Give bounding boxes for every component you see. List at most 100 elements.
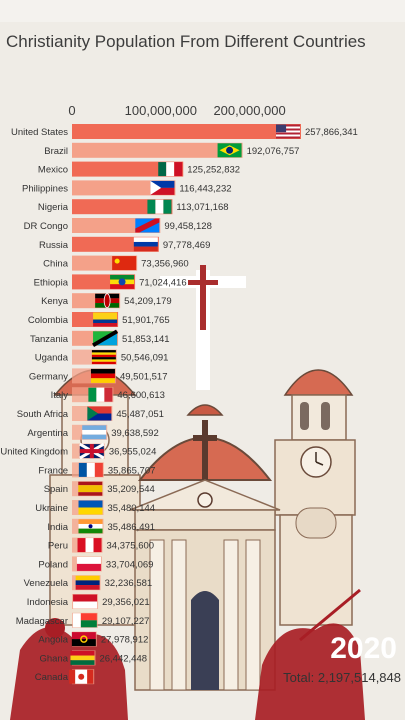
- category-label: South Africa: [17, 409, 69, 420]
- bar: [72, 199, 173, 215]
- bar-row: Nigeria 113,071,168: [38, 199, 229, 215]
- flag-gh-icon: [70, 650, 95, 665]
- bar: [72, 161, 184, 177]
- value-label: 34,375,600: [107, 541, 155, 552]
- value-label: 125,252,832: [187, 165, 240, 176]
- category-label: India: [47, 522, 68, 533]
- value-label: 97,778,469: [163, 240, 211, 251]
- flag-ug-icon: [91, 350, 116, 365]
- flag-mg-icon: [72, 613, 97, 628]
- bar-row: Argentina 39,638,592: [27, 424, 159, 440]
- value-label: 46,600,613: [117, 390, 165, 401]
- flag-ao-icon: [71, 632, 96, 647]
- category-label: China: [43, 259, 69, 270]
- value-label: 35,480,144: [108, 503, 156, 514]
- value-label: 51,901,765: [122, 315, 170, 326]
- flag-gb-icon: [79, 442, 105, 460]
- category-label: Canada: [35, 672, 69, 683]
- bar-row: Tanzania 51,853,141: [30, 329, 170, 348]
- category-label: Nigeria: [38, 202, 69, 213]
- flag-et-icon: [110, 274, 135, 289]
- bar-row: Colombia 51,901,765: [28, 312, 170, 327]
- bar-row: Peru 34,375,600: [48, 537, 155, 553]
- left-red-statue: [10, 618, 128, 720]
- flag-pl-icon: [76, 556, 101, 571]
- flag-it-icon: [88, 387, 113, 402]
- flag-ca-icon: [69, 669, 94, 684]
- flag-cn-icon: [112, 256, 137, 271]
- value-label: 192,076,757: [247, 146, 300, 157]
- bar-row: Germany 49,501,517: [29, 368, 168, 384]
- value-label: 50,546,091: [121, 353, 169, 364]
- value-label: 49,501,517: [120, 371, 168, 382]
- flag-in-icon: [78, 519, 103, 534]
- category-label: Peru: [48, 541, 68, 552]
- category-label: Russia: [39, 240, 69, 251]
- value-label: 257,866,341: [305, 127, 358, 138]
- value-label: 33,704,069: [106, 559, 154, 570]
- right-tower: [274, 369, 356, 626]
- category-label: Indonesia: [27, 597, 69, 608]
- value-label: 99,458,128: [164, 221, 212, 232]
- flag-ph-icon: [150, 180, 175, 195]
- bar-row: Poland 33,704,069: [38, 556, 154, 572]
- top-strip: [0, 0, 405, 22]
- value-label: 29,107,227: [102, 616, 150, 627]
- category-label: Ukraine: [35, 503, 68, 514]
- bar: [72, 124, 301, 139]
- category-label: Ethiopia: [34, 277, 69, 288]
- category-label: Colombia: [28, 315, 69, 326]
- category-label: DR Congo: [24, 221, 68, 232]
- flag-es-icon: [78, 481, 103, 496]
- value-label: 113,071,168: [176, 202, 228, 213]
- flag-cd-icon: [135, 218, 160, 233]
- bar-row: Italy 46,600,613: [51, 387, 165, 403]
- flag-pe-icon: [77, 538, 102, 553]
- flag-ru-icon: [133, 237, 158, 252]
- category-label: Tanzania: [30, 334, 69, 345]
- category-label: Uganda: [35, 353, 69, 364]
- bar-row: Angola 27,978,912: [38, 631, 148, 647]
- flag-id-icon: [73, 594, 98, 609]
- bar-row: China 73,356,960: [43, 255, 189, 271]
- bar-row: Ethiopia 71,024,416: [34, 274, 187, 290]
- value-label: 39,638,592: [111, 428, 159, 439]
- bar-row: Brazil 192,076,757: [44, 142, 300, 158]
- category-label: United Kingdom: [0, 447, 68, 458]
- bar: [72, 180, 176, 196]
- value-label: 35,486,491: [108, 522, 156, 533]
- bar-row: India 35,486,491: [47, 518, 156, 534]
- flag-ua-icon: [78, 500, 103, 515]
- bar-row: Philippines 116,443,232: [22, 180, 232, 196]
- flag-ve-icon: [75, 575, 100, 590]
- bar-row: Spain 35,209,544: [44, 481, 155, 497]
- bar-row: Uganda 50,546,091: [35, 349, 169, 365]
- value-label: 73,356,960: [141, 259, 189, 270]
- bar-row: Venezuela 32,236,581: [24, 575, 152, 591]
- category-label: Angola: [38, 635, 68, 646]
- flag-mx-icon: [158, 162, 183, 177]
- bar-row: Mexico 125,252,832: [38, 161, 240, 177]
- bar-row: France 35,865,707: [38, 462, 156, 478]
- category-label: United States: [11, 127, 68, 138]
- category-label: Argentina: [27, 428, 68, 439]
- flag-ke-icon: [95, 293, 120, 309]
- flag-br-icon: [217, 143, 242, 158]
- category-label: Ghana: [39, 653, 68, 664]
- red-cross-post: [200, 265, 206, 330]
- x-tick-label: 100,000,000: [125, 103, 197, 118]
- x-tick-label: 0: [68, 103, 75, 118]
- bar-row: United States 257,866,341: [11, 124, 358, 139]
- value-label: 116,443,232: [179, 183, 231, 194]
- flag-ar-icon: [82, 425, 107, 440]
- category-label: Poland: [38, 559, 68, 570]
- value-label: 35,209,544: [107, 484, 155, 495]
- bar-row: Ghana 26,442,448: [39, 650, 147, 666]
- flag-tz-icon: [92, 329, 119, 348]
- category-label: Madagascar: [16, 616, 68, 627]
- category-label: Kenya: [41, 296, 69, 307]
- value-label: 35,865,707: [108, 465, 156, 476]
- bar-row: Indonesia 29,356,021: [27, 594, 150, 609]
- bars-layer: United States 257,866,341 Brazil 192,076,75…: [0, 124, 358, 685]
- value-label: 51,853,141: [122, 334, 170, 345]
